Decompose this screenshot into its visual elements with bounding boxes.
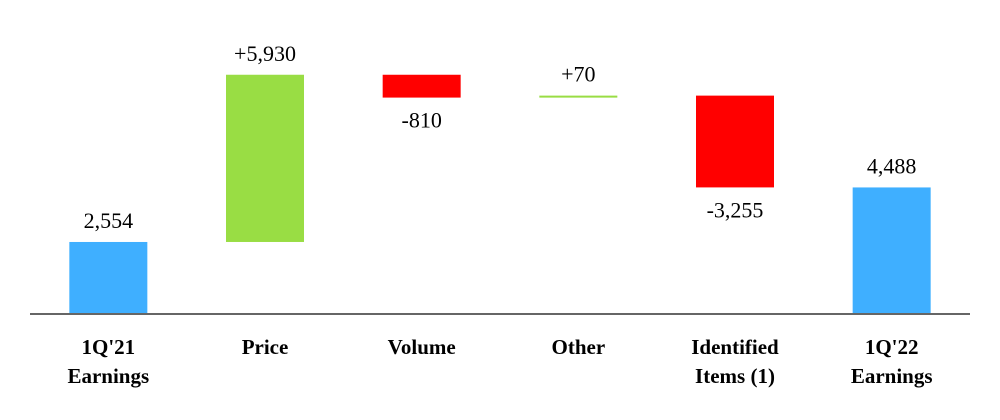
bar-5 — [852, 187, 931, 314]
bars-group — [69, 74, 931, 314]
value-labels-group: 2,554 +5,930 -810 +70 -3,255 4,488 — [84, 41, 917, 233]
category-label-0: 1Q'21 Earnings — [67, 335, 149, 388]
value-label-2: -810 — [402, 108, 442, 133]
value-label-4: -3,255 — [707, 197, 764, 222]
value-label-1: +5,930 — [234, 41, 296, 66]
bar-3 — [539, 95, 618, 98]
category-label-4: Identified Items (1) — [691, 335, 779, 388]
value-label-5: 4,488 — [867, 153, 917, 178]
category-labels-group: 1Q'21 Earnings Price Volume Other Identified I… — [67, 335, 932, 388]
bar-1 — [226, 74, 304, 242]
value-label-0: 2,554 — [84, 208, 134, 233]
value-label-3: +70 — [561, 62, 595, 87]
category-label-3: Other — [552, 335, 606, 359]
category-label-1: Price — [242, 335, 289, 359]
category-label-2: Volume — [388, 335, 456, 359]
category-label-5: 1Q'22 Earnings — [851, 335, 933, 388]
bar-0 — [69, 241, 148, 314]
bar-4 — [696, 95, 774, 188]
bar-2 — [382, 74, 461, 98]
